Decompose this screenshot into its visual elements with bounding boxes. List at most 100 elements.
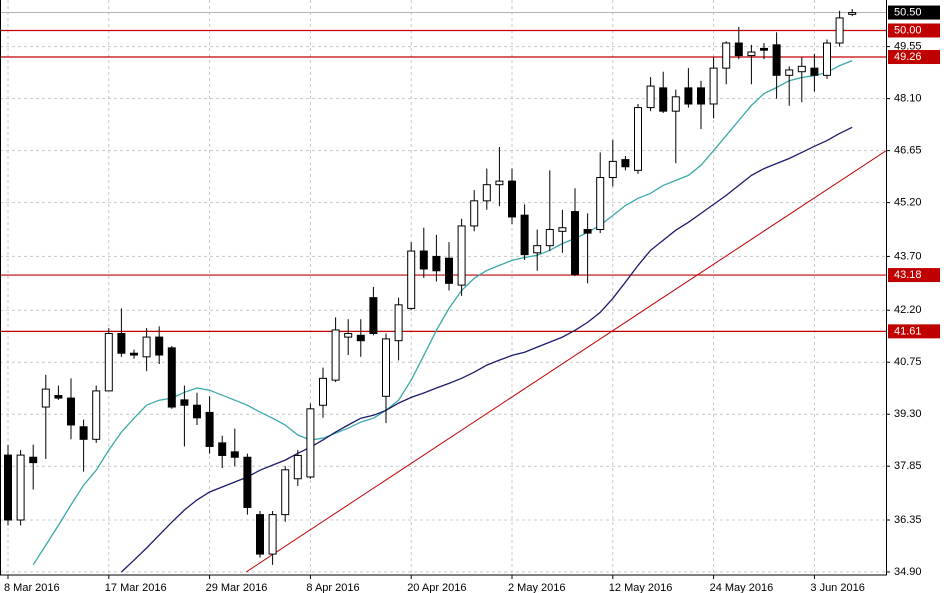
candle-body <box>193 404 201 419</box>
candle-body <box>382 338 390 397</box>
candle-body <box>293 454 302 480</box>
y-tick-label: 43.70 <box>894 250 922 262</box>
candle-body <box>155 336 164 356</box>
candle-body <box>344 333 353 338</box>
current-price-box <box>888 5 940 20</box>
candle-body <box>230 451 239 458</box>
level-label-box <box>888 268 940 283</box>
candle-body <box>67 397 75 426</box>
candle-body <box>180 399 189 406</box>
candle-body <box>684 87 693 105</box>
y-tick-label: 40.75 <box>894 356 922 368</box>
candle-body <box>760 47 768 51</box>
y-tick-label: 42.20 <box>894 304 922 316</box>
level-label: 43.18 <box>894 269 922 281</box>
y-tick-label: 48.10 <box>894 93 922 105</box>
x-tick-label: 3 Jun 2016 <box>810 582 864 593</box>
candle-body <box>407 250 416 309</box>
candle-body <box>16 454 25 521</box>
x-tick-label: 24 May 2016 <box>710 582 774 593</box>
plot-border <box>0 0 887 576</box>
candle-body <box>4 454 12 521</box>
y-tick-label: 46.65 <box>894 145 922 157</box>
candle-body <box>205 411 214 447</box>
candle-body <box>104 333 113 392</box>
level-label: 49.26 <box>894 51 922 63</box>
candle-body <box>470 200 479 227</box>
level-label: 41.61 <box>894 325 922 337</box>
candle-body <box>533 245 542 254</box>
x-tick-label: 8 Apr 2016 <box>306 582 359 593</box>
candle-body <box>571 211 579 275</box>
candle-body <box>117 333 126 354</box>
axes: 34.90 36.35 37.85 39.30 40.75 42.20 43.70 45.20… <box>4 5 940 593</box>
candle-body <box>734 42 743 57</box>
candle-body <box>545 229 554 247</box>
candle-body <box>520 214 529 256</box>
candle-body <box>697 87 705 105</box>
candle-body <box>419 250 428 270</box>
level-label: 50.00 <box>894 24 922 36</box>
candle-body <box>369 297 378 335</box>
candle-body <box>142 336 151 358</box>
candle-body <box>432 255 441 272</box>
candle-body <box>331 329 340 381</box>
x-tick-label: 8 Mar 2016 <box>4 582 60 593</box>
candle-body <box>319 377 327 406</box>
y-tick-label: 49.55 <box>894 41 922 53</box>
x-tick-label: 12 May 2016 <box>609 582 673 593</box>
y-tick-label: 45.20 <box>894 197 922 209</box>
candle-body <box>797 65 806 73</box>
candle-body <box>722 42 731 69</box>
candle-body <box>508 180 516 218</box>
candle-body <box>79 426 88 440</box>
candle-body <box>256 514 264 555</box>
x-tick-label: 17 Mar 2016 <box>105 582 167 593</box>
candle-body <box>495 180 504 186</box>
level-label-box <box>888 23 940 38</box>
candle-body <box>596 177 605 231</box>
candle-body <box>621 159 630 168</box>
candle-body <box>92 390 101 440</box>
candle-body <box>482 184 491 202</box>
candle-body <box>608 160 617 179</box>
candle-body <box>218 442 227 456</box>
current-price-label: 50.50 <box>894 6 922 18</box>
candle-body <box>671 96 680 112</box>
candle-body <box>41 388 50 408</box>
candle-body <box>835 17 844 44</box>
level-label-box <box>888 50 940 65</box>
candle-body <box>583 229 592 234</box>
y-tick-label: 36.35 <box>894 514 922 526</box>
candle-body <box>306 408 315 478</box>
line-series <box>120 126 853 573</box>
candle-body <box>457 225 466 286</box>
candle-body <box>356 334 365 342</box>
candle-body <box>785 69 794 76</box>
candle-body <box>167 347 176 408</box>
candle-body <box>558 227 567 232</box>
x-tick-label: 2 May 2016 <box>508 582 565 593</box>
plot-area <box>0 8 886 573</box>
y-tick-label: 37.85 <box>894 460 922 472</box>
candle-body <box>394 304 403 342</box>
candle-body <box>54 395 63 399</box>
candle-body <box>243 456 252 508</box>
candle-body <box>281 469 290 516</box>
candle-body <box>634 107 642 171</box>
candle-body <box>709 67 718 105</box>
candle-body <box>823 42 831 76</box>
x-tick-label: 20 Apr 2016 <box>407 582 466 593</box>
y-tick-label: 39.30 <box>894 408 922 420</box>
y-tick-label: 34.90 <box>894 566 922 578</box>
candle-body <box>848 12 857 15</box>
candle-body <box>659 87 668 112</box>
candle-body <box>130 352 138 356</box>
candle-body <box>445 257 453 284</box>
level-label-box <box>888 324 940 339</box>
candle-body <box>747 51 756 57</box>
candle-body <box>29 456 38 464</box>
candle-body <box>772 44 781 76</box>
